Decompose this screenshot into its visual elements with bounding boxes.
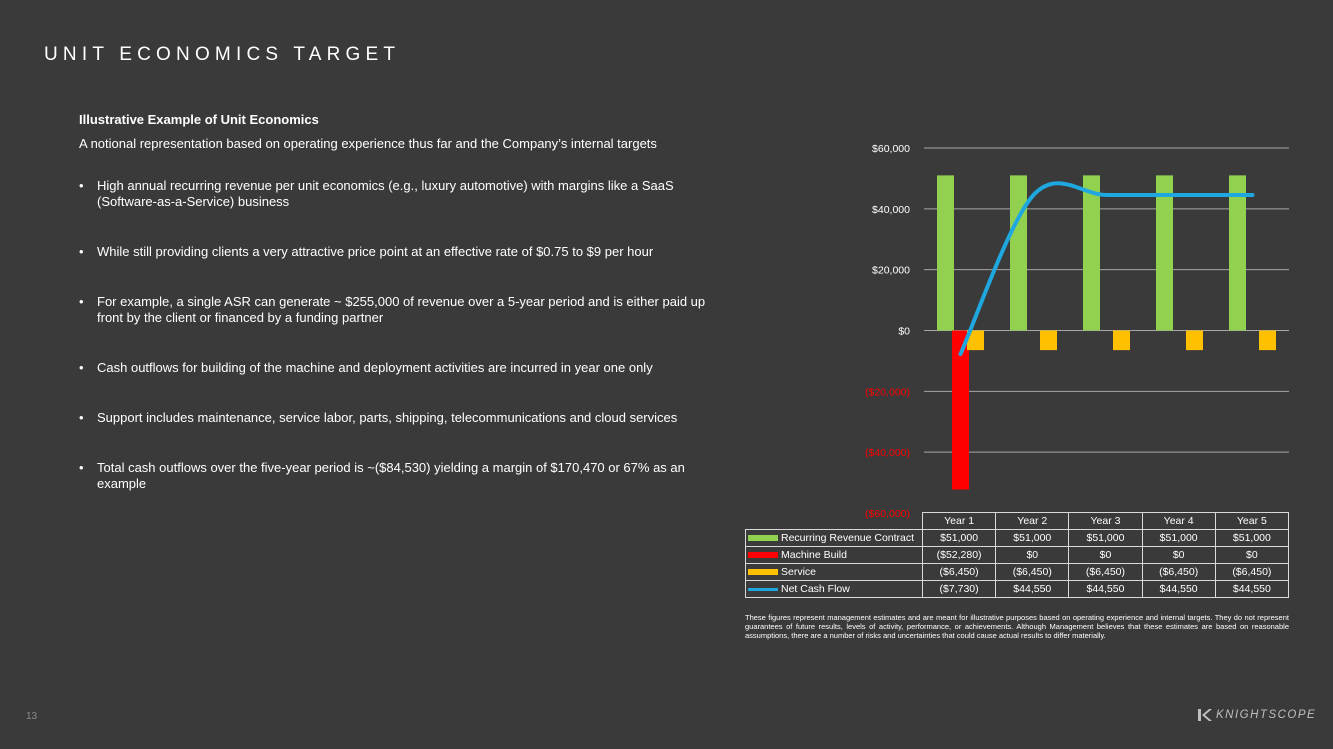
series-label: Service [745,563,923,581]
table-cell: $44,550 [995,580,1070,598]
table-row: Net Cash Flow ($7,730) $44,550 $44,550 $… [745,580,1290,598]
table-cell: $0 [995,546,1070,564]
disclaimer-text: These figures represent management estim… [745,613,1289,640]
bar-service [1040,330,1057,351]
bullet-item: While still providing clients a very att… [79,244,729,260]
column-header: Year 2 [995,512,1070,530]
table-cell: $44,550 [1214,580,1290,598]
table-cell: $51,000 [1068,529,1143,547]
section-subtitle: Illustrative Example of Unit Economics [79,112,319,127]
y-tick-label: $20,000 [872,265,910,277]
legend-key-service [748,569,778,576]
bullet-item: High annual recurring revenue per unit e… [79,178,729,210]
table-cell: $51,000 [1214,529,1290,547]
series-name: Recurring Revenue Contract [781,532,915,544]
bullet-item: Support includes maintenance, service la… [79,410,729,426]
column-header: Year 1 [921,512,997,530]
series-name: Service [781,566,817,578]
y-tick-label: ($40,000) [865,447,910,459]
company-logo: KNIGHTSCOPE [1196,707,1316,723]
column-header: Year 5 [1214,512,1290,530]
column-header: Year 3 [1068,512,1143,530]
table-cell: ($52,280) [921,546,997,564]
bar-service [967,330,984,351]
series-label: Machine Build [745,546,923,564]
legend-key-recurring [748,535,778,542]
page-number: 13 [26,711,38,722]
series-name: Machine Build [781,549,847,561]
legend-key-net-cash-flow [748,587,778,591]
logo-k-icon [1198,709,1212,721]
table-cell: $44,550 [1068,580,1143,598]
y-tick-label: ($60,000) [865,508,910,520]
bar-recurring-revenue-contract [1083,175,1100,331]
bar-recurring-revenue-contract [937,175,954,331]
table-cell: ($6,450) [1141,563,1216,581]
series-name: Net Cash Flow [781,583,850,595]
table-cell: ($6,450) [1214,563,1290,581]
table-cell: $51,000 [1141,529,1216,547]
bullet-list: High annual recurring revenue per unit e… [79,178,729,526]
table-cell: ($6,450) [1068,563,1143,581]
table-row: Service ($6,450) ($6,450) ($6,450) ($6,4… [745,563,1290,581]
table-cell: ($6,450) [921,563,997,581]
table-cell: $0 [1068,546,1143,564]
bar-recurring-revenue-contract [1010,175,1027,331]
intro-text: A notional representation based on opera… [79,136,657,151]
table-cell: $0 [1214,546,1290,564]
series-label: Net Cash Flow [745,580,923,598]
bar-service [1259,330,1276,351]
table-corner [746,513,923,530]
bar-recurring-revenue-contract [1156,175,1173,331]
bar-machine-build [952,330,969,490]
table-cell: ($7,730) [921,580,997,598]
bar-service [1186,330,1203,351]
table-cell: $51,000 [921,529,997,547]
y-tick-label: $0 [898,326,910,338]
table-cell: ($6,450) [995,563,1070,581]
table-cell: $0 [1141,546,1216,564]
table-cell: $51,000 [995,529,1070,547]
table-row: Recurring Revenue Contract $51,000 $51,0… [745,529,1290,547]
bullet-item: For example, a single ASR can generate ~… [79,294,729,326]
table-cell: $44,550 [1141,580,1216,598]
bullet-item: Total cash outflows over the five-year p… [79,460,729,492]
chart-data-table: Year 1 Year 2 Year 3 Year 4 Year 5 Recur… [745,512,1290,598]
column-header: Year 4 [1141,512,1216,530]
y-tick-label: $40,000 [872,204,910,216]
series-label: Recurring Revenue Contract [745,529,923,547]
bullet-item: Cash outflows for building of the machin… [79,360,729,376]
table-header-row: Year 1 Year 2 Year 3 Year 4 Year 5 [746,512,1290,530]
bar-service [1113,330,1130,351]
y-tick-label: ($20,000) [865,386,910,398]
series-line-net-cash-flow [958,181,1255,357]
bar-recurring-revenue-contract [1229,175,1246,331]
legend-key-machine-build [748,552,778,559]
table-row: Machine Build ($52,280) $0 $0 $0 $0 [745,546,1290,564]
logo-wordmark: KNIGHTSCOPE [1216,709,1317,721]
y-tick-label: $60,000 [872,143,910,155]
page-title: UNIT ECONOMICS TARGET [44,44,401,65]
